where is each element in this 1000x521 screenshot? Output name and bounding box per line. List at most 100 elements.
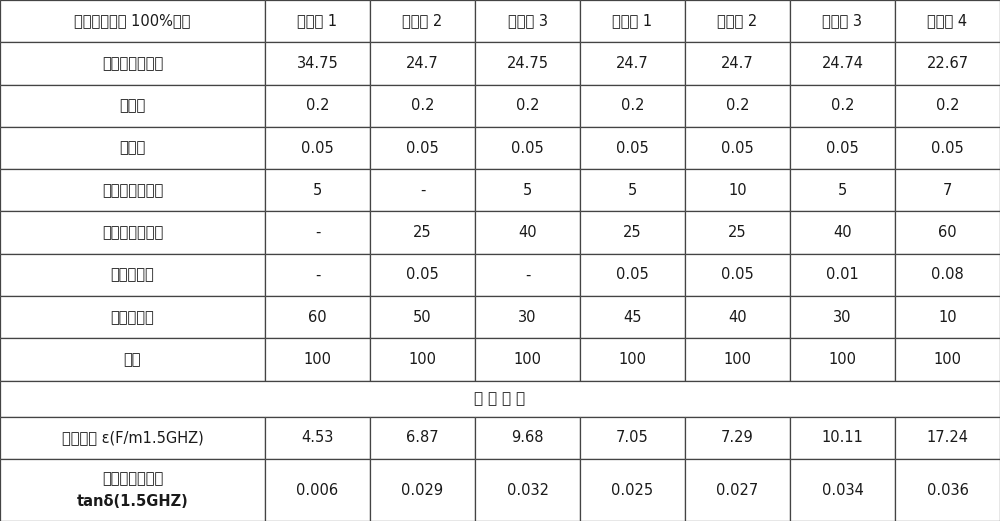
Bar [0, 254, 265, 296]
Bar [0, 459, 265, 521]
Bar [580, 254, 685, 296]
Bar [475, 169, 580, 212]
Bar [685, 459, 790, 521]
Bar [895, 42, 1000, 84]
Text: 0.029: 0.029 [401, 482, 444, 498]
Bar [580, 42, 685, 84]
Bar [265, 84, 370, 127]
Bar [580, 127, 685, 169]
Bar [0, 254, 265, 296]
Bar [0, 0, 265, 42]
Text: 0.2: 0.2 [411, 98, 434, 113]
Bar [0, 84, 265, 127]
Text: 0.2: 0.2 [726, 98, 749, 113]
Bar [895, 212, 1000, 254]
Bar [685, 212, 790, 254]
Bar [475, 42, 580, 84]
Bar [685, 296, 790, 339]
Text: 0.036: 0.036 [927, 482, 968, 498]
Text: 100: 100 [304, 352, 332, 367]
Text: 50: 50 [413, 310, 432, 325]
Bar [475, 296, 580, 339]
Bar [0, 339, 265, 381]
Bar [370, 169, 475, 212]
Bar [265, 84, 370, 127]
Text: 高介电陶瓷填料: 高介电陶瓷填料 [102, 225, 163, 240]
Text: -: - [525, 267, 530, 282]
Bar [475, 169, 580, 212]
Bar [895, 84, 1000, 127]
Bar [265, 296, 370, 339]
Bar [370, 339, 475, 381]
Text: 7.29: 7.29 [721, 430, 754, 445]
Bar [0, 417, 265, 459]
Bar [0, 339, 265, 381]
Text: 0.05: 0.05 [406, 267, 439, 282]
Bar [265, 127, 370, 169]
Text: 表面活性剂: 表面活性剂 [111, 267, 154, 282]
Bar [580, 417, 685, 459]
Bar [895, 169, 1000, 212]
Bar [265, 169, 370, 212]
Text: 34.75: 34.75 [297, 56, 338, 71]
Bar [895, 296, 1000, 339]
Bar [580, 169, 685, 212]
Bar [685, 0, 790, 42]
Text: 0.006: 0.006 [296, 482, 339, 498]
Bar [265, 127, 370, 169]
Text: 热固性基体树脂: 热固性基体树脂 [102, 56, 163, 71]
Text: 5: 5 [628, 183, 637, 198]
Bar [580, 254, 685, 296]
Text: 0.05: 0.05 [721, 267, 754, 282]
Text: 对比例 1: 对比例 1 [297, 14, 338, 29]
Text: 25: 25 [413, 225, 432, 240]
Text: 22.67: 22.67 [926, 56, 969, 71]
Text: 45: 45 [623, 310, 642, 325]
Bar [265, 296, 370, 339]
Bar [475, 84, 580, 127]
Text: 合计: 合计 [124, 352, 141, 367]
Bar [370, 169, 475, 212]
Bar [370, 254, 475, 296]
Text: -: - [420, 183, 425, 198]
Bar [895, 84, 1000, 127]
Bar [265, 254, 370, 296]
Bar [685, 127, 790, 169]
Bar [580, 417, 685, 459]
Bar [790, 459, 895, 521]
Bar [475, 212, 580, 254]
Bar [895, 417, 1000, 459]
Bar [790, 459, 895, 521]
Bar [475, 254, 580, 296]
Text: 实施例 2: 实施例 2 [717, 14, 758, 29]
Bar [370, 84, 475, 127]
Bar [475, 254, 580, 296]
Text: 60: 60 [938, 225, 957, 240]
Text: 0.01: 0.01 [826, 267, 859, 282]
Text: 60: 60 [308, 310, 327, 325]
Bar [580, 42, 685, 84]
Text: 实施例 3: 实施例 3 [822, 14, 862, 29]
Bar [685, 127, 790, 169]
Bar [685, 417, 790, 459]
Bar [685, 417, 790, 459]
Text: 30: 30 [833, 310, 852, 325]
Text: 24.75: 24.75 [507, 56, 548, 71]
Bar [790, 0, 895, 42]
Bar [265, 212, 370, 254]
Bar [265, 169, 370, 212]
Text: 介电损耗角正切: 介电损耗角正切 [102, 472, 163, 487]
Bar [370, 254, 475, 296]
Bar [475, 0, 580, 42]
Bar [265, 459, 370, 521]
Bar [475, 0, 580, 42]
Bar [265, 417, 370, 459]
Text: 40: 40 [518, 225, 537, 240]
Bar [790, 254, 895, 296]
Bar [475, 339, 580, 381]
Text: 0.2: 0.2 [936, 98, 959, 113]
Text: 100: 100 [514, 352, 542, 367]
Text: 组分（按重量 100%计）: 组分（按重量 100%计） [74, 14, 191, 29]
Text: -: - [315, 267, 320, 282]
Bar [790, 339, 895, 381]
